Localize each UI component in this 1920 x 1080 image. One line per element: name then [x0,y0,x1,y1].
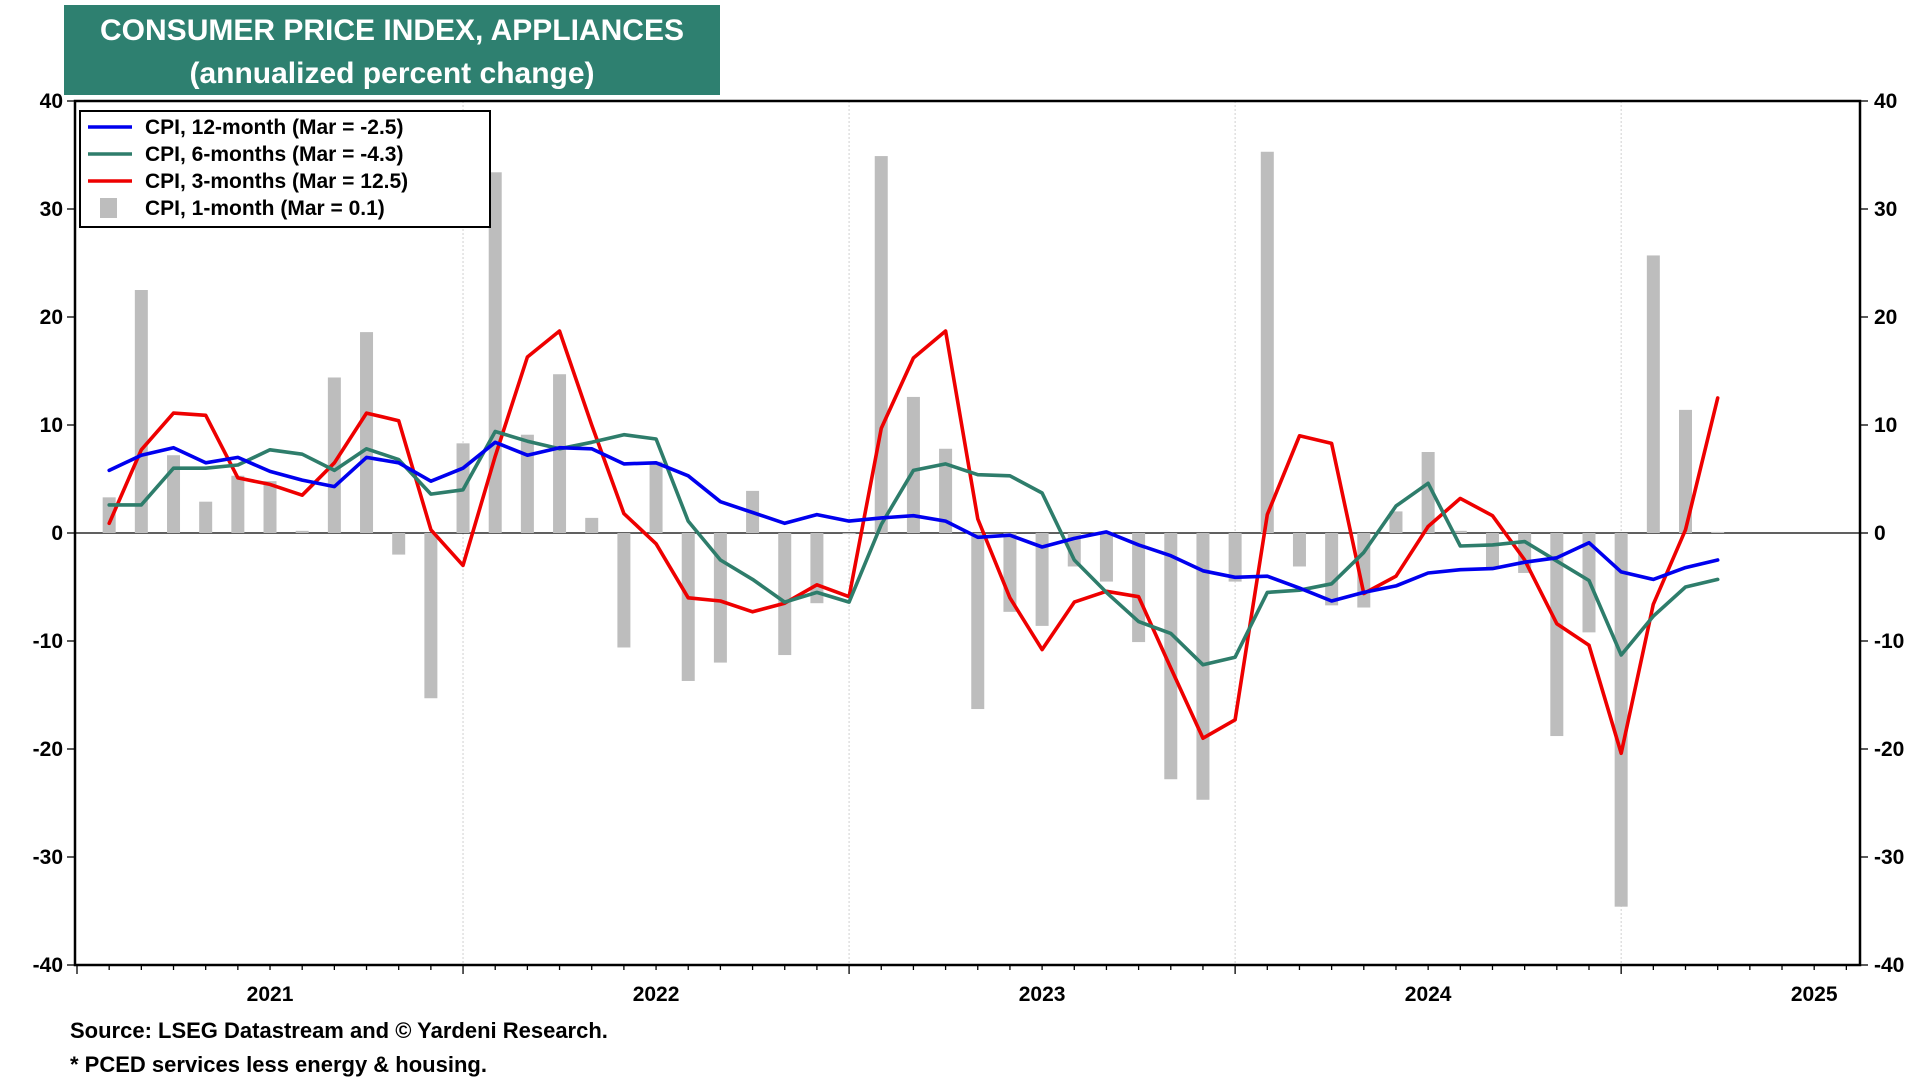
bar-1month [327,377,341,533]
bar-1month [360,332,374,533]
y-tick-label-right: 20 [1874,306,1897,329]
series-lines [107,329,1720,756]
y-tick-label-left: -10 [33,630,63,653]
bar-1month [1260,151,1274,533]
bar-1month [199,501,213,533]
y-tick-label-right: 30 [1874,198,1897,221]
y-tick-label-left: 40 [40,90,63,113]
legend-swatch [100,198,117,218]
x-tick-label: 2024 [1405,983,1452,1006]
bar-1month [1646,255,1660,533]
bar-1month [713,533,727,663]
x-tick-label: 2023 [1019,983,1066,1006]
y-tick-label-left: -30 [33,846,63,869]
bar-1month [1035,533,1049,626]
y-tick-label-left: 0 [51,522,63,545]
y-tick-label-left: -20 [33,738,63,761]
one-month-bars [102,151,1725,907]
x-tick-label: 2022 [633,983,680,1006]
x-tick-label: 2021 [247,983,294,1006]
chart-title-box: CONSUMER PRICE INDEX, APPLIANCES (annual… [64,5,720,95]
bar-1month [520,434,534,533]
bar-1month [1067,533,1081,567]
source-note: Source: LSEG Datastream and © Yardeni Re… [70,1018,608,1043]
x-tick-label: 2025 [1791,983,1838,1006]
bar-1month [263,481,277,533]
footnote: * PCED services less energy & housing. [70,1052,487,1077]
bar-1month [295,530,309,533]
bar-1month [424,533,438,699]
bar-1month [906,396,920,533]
bar-1month [681,533,695,681]
chart-subtitle: (annualized percent change) [189,57,595,90]
bar-1month [649,461,663,533]
bar-1month [134,290,148,533]
series-line [107,329,1720,756]
y-tick-label-right: -40 [1874,954,1904,977]
bar-1month [231,475,245,533]
bar-1month [585,517,599,533]
legend: CPI, 12-month (Mar = -2.5) CPI, 6-months … [79,110,491,228]
bar-1month [1614,533,1628,907]
bar-1month [1485,533,1499,568]
bar-1month [1453,530,1467,533]
bar-1month [1421,452,1435,533]
bar-1month [1679,409,1692,533]
y-tick-label-right: -20 [1874,738,1904,761]
legend-label: CPI, 3-months (Mar = 12.5) [145,170,408,193]
bar-1month [1292,533,1306,567]
bar-1month [392,533,406,555]
y-tick-label-left: -40 [33,954,63,977]
bar-1month [1325,533,1339,606]
bar-1month [939,448,953,533]
series-line [107,429,1720,667]
chart-title: CONSUMER PRICE INDEX, APPLIANCES [100,14,684,47]
bar-1month [1228,533,1242,582]
y-tick-label-left: 20 [40,306,63,329]
legend-box [79,110,491,228]
bar-1month [167,455,181,533]
bar-1month [1711,531,1725,533]
y-tick-label-right: 0 [1874,522,1886,545]
y-tick-label-right: 40 [1874,90,1897,113]
y-tick-label-left: 30 [40,198,63,221]
bar-1month [1132,533,1146,643]
series-line [107,440,1720,603]
bar-1month [1164,533,1178,780]
legend-label: CPI, 12-month (Mar = -2.5) [145,116,403,139]
bar-1month [553,374,567,533]
bar-1month [1550,533,1564,737]
bar-1month [1389,511,1403,533]
bar-1month [842,533,856,535]
bar-1month [874,156,888,533]
bar-1month [1357,533,1371,608]
bar-1month [617,533,631,648]
y-axis-ticks: -40 -40 -30 -30 -20 -20 -10 -10 0 0 10 10 20 20 30 30 40… [33,90,1905,977]
bar-1month [778,533,792,656]
bar-1month [1099,533,1113,582]
y-tick-label-right: -30 [1874,846,1904,869]
x-axis: 2021 2022 2023 2024 2025 [76,965,1847,1006]
legend-label: CPI, 1-month (Mar = 0.1) [145,197,385,220]
y-tick-label-right: -10 [1874,630,1904,653]
legend-label: CPI, 6-months (Mar = -4.3) [145,143,403,166]
bar-1month [971,533,985,710]
y-tick-label-right: 10 [1874,414,1897,437]
y-tick-label-left: 10 [40,414,63,437]
